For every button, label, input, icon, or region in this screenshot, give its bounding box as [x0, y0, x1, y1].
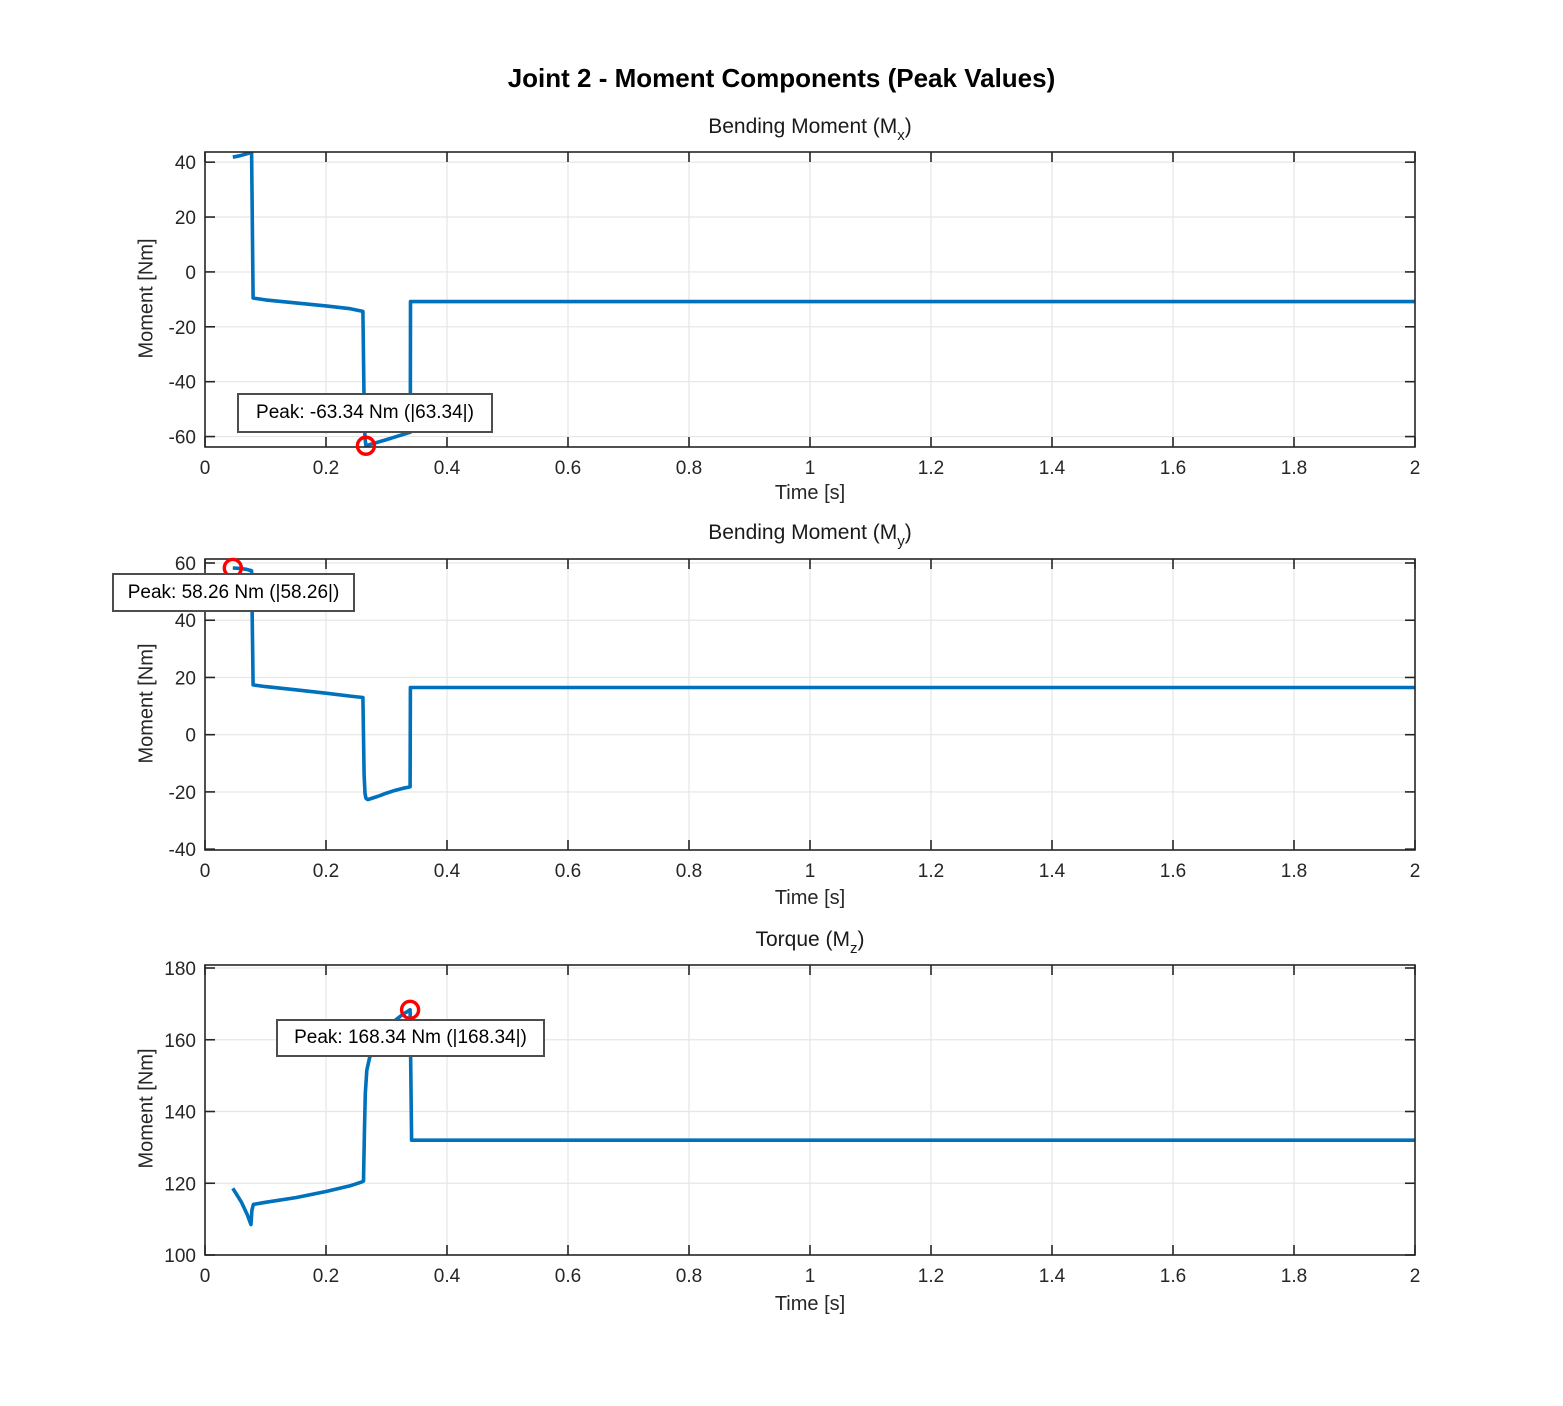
y-tick-label: 40	[175, 611, 196, 632]
y-tick-label: 20	[175, 208, 196, 229]
x-tick-label: 2	[1410, 458, 1421, 479]
subplot1-ylabel: Moment [Nm]	[135, 238, 158, 359]
x-tick-label: 0.2	[313, 1266, 339, 1287]
x-tick-label: 1.2	[918, 861, 944, 882]
x-tick-label: 1.2	[918, 458, 944, 479]
y-tick-label: -20	[169, 783, 196, 804]
x-tick-label: 0.8	[676, 1266, 702, 1287]
y-tick-label: 160	[164, 1031, 196, 1052]
subplot-1: 0 0.2 0.4 0.6 0.8 1 1.2 1.4 1.6 1.8 2 40 20 0 -20 -40 -6…	[169, 151, 1421, 479]
y-tick-label: 40	[175, 153, 196, 174]
plot-line-my	[232, 566, 1415, 802]
y-tick-label: -40	[169, 373, 196, 394]
x-tick-label: 1.6	[1160, 861, 1186, 882]
y-tick-label: 140	[164, 1103, 196, 1124]
x-tick-label: 0.8	[676, 861, 702, 882]
y-tick-label: 20	[175, 668, 196, 689]
peak-annotation-mz: Peak: 168.34 Nm (|168.34|)	[276, 1019, 545, 1057]
x-tick-label: 1.4	[1039, 861, 1066, 882]
x-tick-label: 0	[200, 861, 211, 882]
y-tick-label: 0	[185, 263, 196, 284]
x-tick-label: 1.8	[1281, 1266, 1307, 1287]
x-tick-label: 1.4	[1039, 1266, 1066, 1287]
x-tick-label: 0.6	[555, 458, 581, 479]
series-group	[232, 566, 1415, 802]
x-tick-label: 1.4	[1039, 458, 1066, 479]
subplot1-title: Bending Moment (Mx)	[708, 115, 912, 144]
y-tick-label: -40	[169, 840, 196, 861]
figure-title: Joint 2 - Moment Components (Peak Values…	[507, 63, 1056, 93]
y-tick-label: -60	[169, 428, 196, 449]
x-tick-label: 0	[200, 1266, 211, 1287]
x-tick-label: 0.2	[313, 861, 339, 882]
y-tick-label: 180	[164, 959, 196, 980]
subscript-y: y	[897, 533, 905, 550]
x-tick-label: 1.2	[918, 1266, 944, 1287]
subscript-x: x	[897, 127, 905, 144]
x-tick-label: 2	[1410, 861, 1421, 882]
x-tick-label: 0.8	[676, 458, 702, 479]
x-tick-label: 1	[805, 458, 816, 479]
subplot-3: 0 0.2 0.4 0.6 0.8 1 1.2 1.4 1.6 1.8 2 180 160 140 120 1…	[164, 959, 1420, 1287]
subplot2-xlabel: Time [s]	[774, 887, 846, 909]
y-tick-label: 120	[164, 1174, 196, 1195]
x-tick-label: 1	[805, 861, 816, 882]
y-tick-label: -20	[169, 318, 196, 339]
x-tick-label: 1.8	[1281, 861, 1307, 882]
x-tick-label: 0.2	[313, 458, 339, 479]
x-tick-label: 2	[1410, 1266, 1421, 1287]
subplot-2: 0 0.2 0.4 0.6 0.8 1 1.2 1.4 1.6 1.8 2 60 40 20 0 -20 -40	[169, 554, 1421, 882]
x-tick-label: 0	[200, 458, 211, 479]
subplot2-title: Bending Moment (My)	[708, 521, 912, 550]
peak-marker	[399, 999, 421, 1021]
subplot3-ylabel: Moment [Nm]	[135, 1048, 158, 1169]
y-tick-label: 0	[185, 726, 196, 747]
peak-marker	[355, 435, 377, 456]
x-tick-label: 0.6	[555, 1266, 581, 1287]
x-tick-label: 1.8	[1281, 458, 1307, 479]
x-tick-label: 1.6	[1160, 458, 1186, 479]
subplot3-xlabel: Time [s]	[774, 1293, 846, 1315]
y-tick-label: 100	[164, 1246, 196, 1267]
subscript-z: z	[850, 940, 858, 957]
x-tick-label: 0.4	[434, 458, 461, 479]
x-tick-label: 1	[805, 1266, 816, 1287]
x-tick-label: 1.6	[1160, 1266, 1186, 1287]
subplot3-title: Torque (Mz)	[755, 928, 865, 957]
peak-annotation-mx: Peak: -63.34 Nm (|63.34|)	[237, 393, 493, 433]
x-tick-label: 0.6	[555, 861, 581, 882]
y-tick-label: 60	[175, 554, 196, 575]
x-tick-label: 0.4	[434, 1266, 461, 1287]
peak-annotation-my: Peak: 58.26 Nm (|58.26|)	[112, 573, 355, 612]
x-tick-label: 0.4	[434, 861, 461, 882]
subplot1-xlabel: Time [s]	[774, 482, 846, 504]
